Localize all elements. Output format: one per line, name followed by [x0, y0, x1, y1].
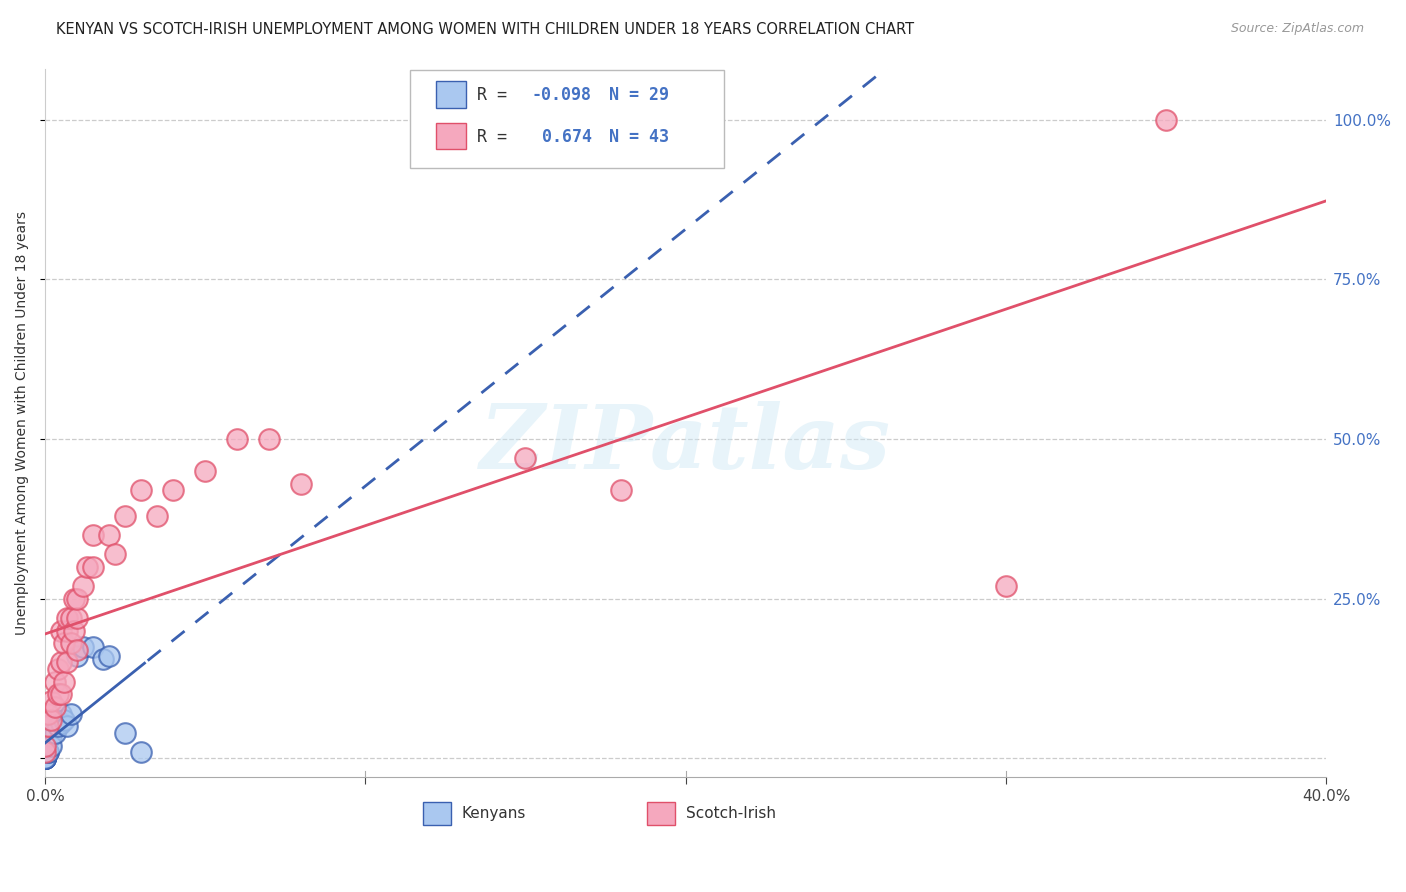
Text: Scotch-Irish: Scotch-Irish [686, 806, 776, 822]
Point [34, 751, 56, 765]
FancyBboxPatch shape [411, 70, 724, 168]
FancyBboxPatch shape [647, 802, 675, 825]
Point [72, 640, 94, 654]
Text: N = 29: N = 29 [609, 86, 669, 103]
Point [53, 674, 76, 689]
Point [98, 528, 121, 542]
Point [34, 751, 56, 765]
Text: N = 43: N = 43 [609, 128, 669, 145]
Point [41, 739, 63, 753]
Point [53, 713, 76, 727]
Point [49, 624, 72, 638]
Point [129, 483, 152, 497]
FancyBboxPatch shape [436, 122, 467, 150]
Text: Source: ZipAtlas.com: Source: ZipAtlas.com [1230, 22, 1364, 36]
Point [56, 611, 79, 625]
Point [162, 483, 184, 497]
Point [34, 745, 56, 759]
Point [62, 591, 84, 606]
Text: R =: R = [477, 128, 516, 145]
Point [290, 476, 312, 491]
Point [37, 719, 59, 733]
Point [49, 656, 72, 670]
Point [46, 719, 69, 733]
Point [49, 688, 72, 702]
Text: -0.098: -0.098 [531, 86, 592, 103]
Y-axis label: Unemployment Among Women with Children Under 18 years: Unemployment Among Women with Children U… [15, 211, 30, 635]
Point [41, 713, 63, 727]
Point [76, 559, 98, 574]
Point [62, 624, 84, 638]
FancyBboxPatch shape [423, 802, 451, 825]
Text: KENYAN VS SCOTCH-IRISH UNEMPLOYMENT AMONG WOMEN WITH CHILDREN UNDER 18 YEARS COR: KENYAN VS SCOTCH-IRISH UNEMPLOYMENT AMON… [56, 22, 914, 37]
Point [515, 451, 537, 466]
Point [91, 652, 114, 666]
Point [34, 751, 56, 765]
Point [104, 547, 127, 561]
Point [994, 579, 1017, 593]
Point [226, 432, 249, 446]
Point [129, 745, 152, 759]
Point [98, 649, 121, 664]
Text: Kenyans: Kenyans [461, 806, 526, 822]
Point [34, 751, 56, 765]
Point [66, 611, 89, 625]
Point [44, 700, 66, 714]
Point [1154, 112, 1177, 127]
Point [41, 694, 63, 708]
Point [37, 706, 59, 721]
Point [53, 636, 76, 650]
Point [66, 642, 89, 657]
Point [146, 508, 169, 523]
Point [34, 751, 56, 765]
Point [37, 745, 59, 759]
Point [610, 483, 633, 497]
Text: ZIPatlas: ZIPatlas [479, 401, 891, 488]
Point [34, 751, 56, 765]
Point [56, 719, 79, 733]
Point [41, 729, 63, 743]
Point [49, 716, 72, 731]
Text: R =: R = [477, 86, 516, 103]
Point [59, 611, 82, 625]
Point [82, 559, 104, 574]
Text: 0.674: 0.674 [531, 128, 592, 145]
Point [257, 432, 280, 446]
Point [46, 688, 69, 702]
Point [34, 751, 56, 765]
Point [66, 591, 89, 606]
Point [37, 745, 59, 759]
Point [56, 656, 79, 670]
Point [44, 713, 66, 727]
Point [82, 640, 104, 654]
Point [46, 662, 69, 676]
Point [66, 649, 89, 664]
Point [72, 579, 94, 593]
Point [114, 725, 136, 739]
FancyBboxPatch shape [436, 80, 467, 108]
Point [114, 508, 136, 523]
Point [34, 751, 56, 765]
Point [59, 706, 82, 721]
Point [59, 636, 82, 650]
Point [56, 624, 79, 638]
Point [34, 751, 56, 765]
Point [44, 725, 66, 739]
Point [34, 751, 56, 765]
Point [82, 528, 104, 542]
Point [194, 464, 217, 478]
Point [49, 706, 72, 721]
Point [44, 674, 66, 689]
Point [34, 739, 56, 753]
